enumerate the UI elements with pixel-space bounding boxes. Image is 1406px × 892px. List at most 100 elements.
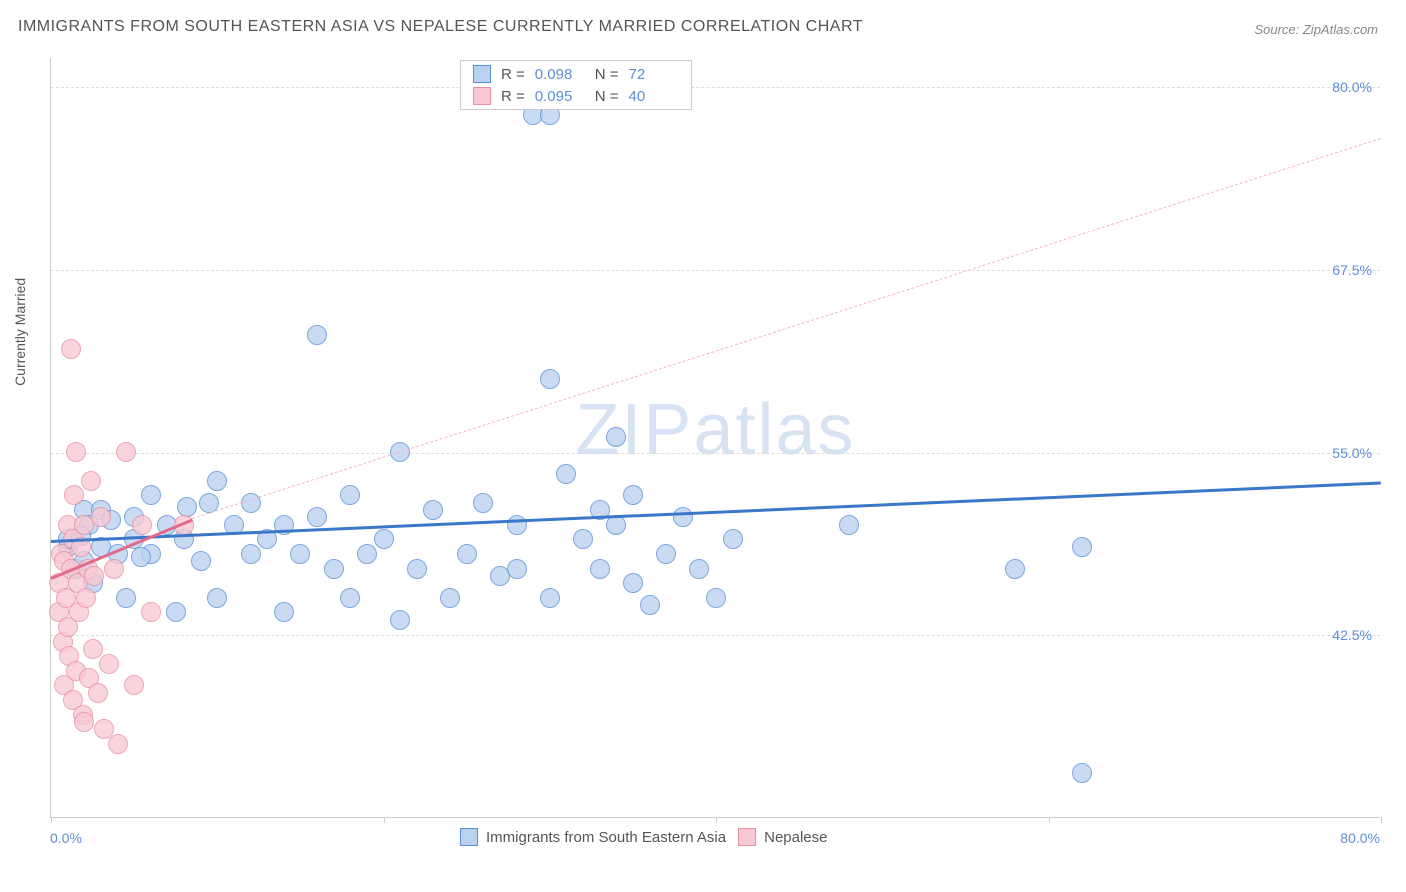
data-point [290,544,310,564]
data-point [390,610,410,630]
data-point [76,588,96,608]
data-point [689,559,709,579]
data-point [116,588,136,608]
data-point [88,683,108,703]
y-tick-label: 42.5% [1332,627,1372,643]
x-tick-mark [1381,817,1382,823]
x-tick-mark [384,817,385,823]
data-point [374,529,394,549]
y-tick-label: 55.0% [1332,445,1372,461]
data-point [507,559,527,579]
data-point [573,529,593,549]
data-point [640,595,660,615]
data-point [440,588,460,608]
legend-n-label: N = [595,66,619,83]
legend-swatch [738,828,756,846]
data-point [207,471,227,491]
data-point [540,369,560,389]
data-point [74,712,94,732]
legend-n-label: N = [595,88,619,105]
legend-n-value: 72 [629,66,679,83]
trend-line [192,138,1381,519]
data-point [81,471,101,491]
data-point [590,559,610,579]
data-point [340,485,360,505]
data-point [116,442,136,462]
data-point [141,602,161,622]
y-tick-label: 80.0% [1332,79,1372,95]
legend-n-value: 40 [629,88,679,105]
data-point [723,529,743,549]
data-point [83,639,103,659]
legend-r-label: R = [501,88,525,105]
data-point [656,544,676,564]
data-point [839,515,859,535]
data-point [673,507,693,527]
data-point [104,559,124,579]
legend-r-value: 0.098 [535,66,585,83]
x-tick-mark [716,817,717,823]
data-point [706,588,726,608]
data-point [1005,559,1025,579]
data-point [623,485,643,505]
data-point [623,573,643,593]
data-point [307,507,327,527]
data-point [207,588,227,608]
gridline [51,87,1380,88]
data-point [131,547,151,567]
data-point [324,559,344,579]
data-point [64,485,84,505]
gridline [51,270,1380,271]
legend-r-value: 0.095 [535,88,585,105]
data-point [606,427,626,447]
data-point [407,559,427,579]
legend-label: Nepalese [764,829,827,846]
data-point [132,515,152,535]
gridline [51,635,1380,636]
data-point [340,588,360,608]
legend-item: Immigrants from South Eastern Asia [460,828,726,846]
legend-r-label: R = [501,66,525,83]
data-point [166,602,186,622]
data-point [61,339,81,359]
data-point [91,507,111,527]
data-point [540,588,560,608]
data-point [507,515,527,535]
x-tick-mark [1049,817,1050,823]
series-legend: Immigrants from South Eastern Asia Nepale… [460,828,828,846]
data-point [1072,537,1092,557]
data-point [357,544,377,564]
data-point [556,464,576,484]
data-point [457,544,477,564]
x-tick-mark [51,817,52,823]
source-attribution: Source: ZipAtlas.com [1254,22,1378,37]
legend-row: R = 0.098 N = 72 [461,63,691,85]
data-point [473,493,493,513]
x-axis-min-label: 0.0% [50,830,82,846]
legend-label: Immigrants from South Eastern Asia [486,829,726,846]
data-point [124,675,144,695]
data-point [191,551,211,571]
chart-title: IMMIGRANTS FROM SOUTH EASTERN ASIA VS NE… [18,18,863,36]
gridline [51,453,1380,454]
legend-swatch [473,87,491,105]
plot-area: ZIPatlas 42.5%55.0%67.5%80.0% [50,58,1380,818]
data-point [274,602,294,622]
data-point [307,325,327,345]
correlation-legend: R = 0.098 N = 72 R = 0.095 N = 40 [460,60,692,110]
y-axis-label: Currently Married [12,278,28,386]
legend-swatch [460,828,478,846]
x-axis-max-label: 80.0% [1340,830,1380,846]
data-point [66,442,86,462]
data-point [108,734,128,754]
data-point [241,544,261,564]
y-tick-label: 67.5% [1332,262,1372,278]
data-point [141,485,161,505]
legend-swatch [473,65,491,83]
legend-row: R = 0.095 N = 40 [461,85,691,107]
legend-item: Nepalese [738,828,827,846]
data-point [423,500,443,520]
data-point [84,566,104,586]
data-point [99,654,119,674]
data-point [1072,763,1092,783]
